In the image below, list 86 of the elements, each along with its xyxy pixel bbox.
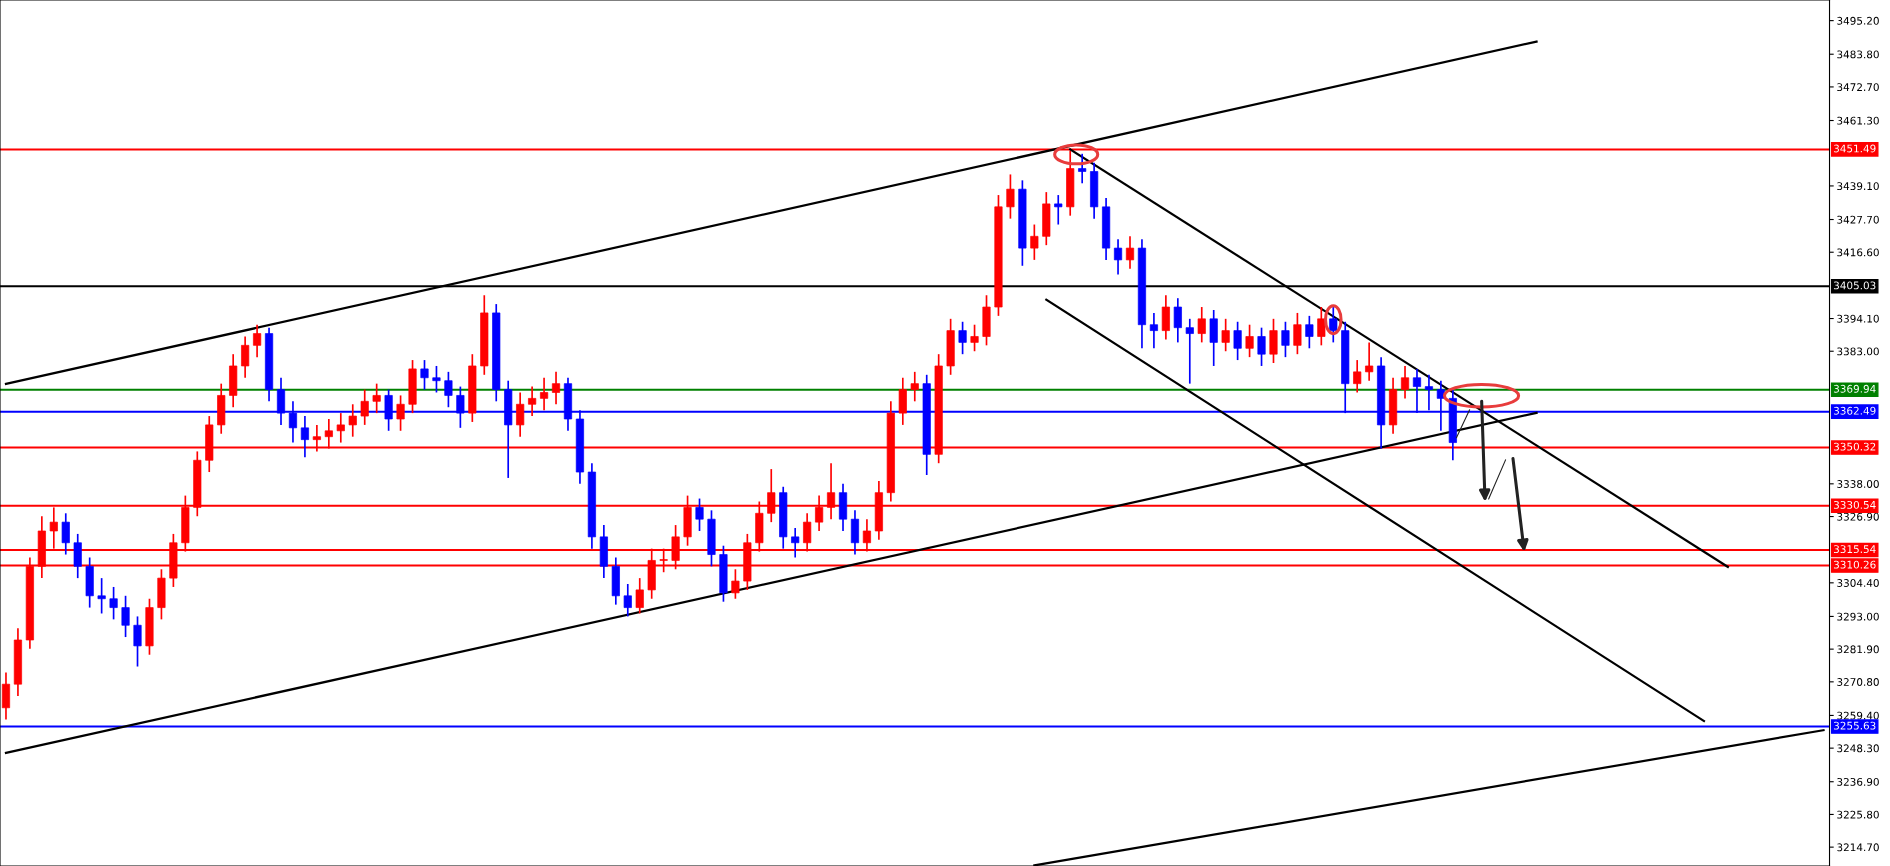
candlestick — [1269, 317, 1278, 364]
candlestick — [1353, 359, 1362, 394]
candlestick — [444, 371, 453, 409]
candlestick — [133, 615, 142, 668]
candlestick — [1400, 365, 1410, 400]
y-tick-label: 3225.80 — [1837, 810, 1879, 819]
candlestick — [528, 385, 537, 417]
candlestick — [1078, 152, 1087, 185]
ref-line-label: 3405.03 — [1833, 281, 1876, 290]
candlestick — [97, 577, 106, 615]
candlestick — [300, 415, 309, 459]
candlestick — [540, 376, 549, 411]
candlestick — [1125, 235, 1135, 270]
candlestick — [1245, 323, 1254, 358]
ref-line-label: 3255.63 — [1833, 721, 1876, 730]
candlestick — [253, 323, 262, 358]
y-tick-label: 3270.80 — [1837, 678, 1879, 686]
y-tick-label: 3483.80 — [1837, 50, 1879, 59]
candlestick — [1161, 294, 1170, 341]
candlestick — [73, 533, 82, 579]
y-tick-label: 3461.30 — [1837, 116, 1879, 125]
y-tick-label: 3495.20 — [1837, 16, 1879, 25]
candlestick — [336, 412, 345, 444]
candlestick — [420, 359, 429, 391]
candlestick — [1293, 312, 1302, 356]
candlestick — [241, 335, 250, 379]
candlestick — [958, 320, 967, 356]
candlestick — [360, 388, 369, 426]
candlestick — [791, 527, 800, 559]
candlestick — [348, 403, 357, 438]
y-tick-label: 3427.70 — [1837, 215, 1879, 224]
candlestick — [1185, 317, 1194, 385]
candlestick — [121, 594, 130, 638]
y-tick-label: 3304.40 — [1837, 579, 1879, 587]
candlestick — [970, 323, 979, 353]
candlestick — [1149, 312, 1158, 350]
candlestick — [1197, 306, 1206, 344]
y-tick-label: 3326.90 — [1837, 512, 1879, 521]
ref-line-label: 3330.54 — [1833, 500, 1876, 509]
candlestick — [551, 371, 561, 406]
ref-line-label: 3362.49 — [1833, 406, 1876, 415]
candlestick — [1030, 223, 1039, 261]
candlestick — [61, 512, 70, 556]
candlestick — [1173, 297, 1182, 344]
candlestick — [850, 509, 860, 556]
ref-line-label: 3350.32 — [1833, 442, 1876, 451]
y-tick-label: 3416.60 — [1837, 248, 1879, 257]
candlestick — [109, 586, 118, 621]
candlestick — [898, 376, 907, 426]
candlestick — [1221, 317, 1230, 353]
candlestick — [1006, 173, 1015, 220]
ref-line-label: 3451.49 — [1833, 144, 1876, 153]
candlestick — [1281, 320, 1290, 358]
y-tick-label: 3248.30 — [1837, 744, 1879, 753]
candlestick — [1365, 341, 1374, 382]
ref-line-label: 3369.94 — [1833, 384, 1876, 393]
candlestick — [396, 394, 405, 432]
y-tick-label: 3236.90 — [1837, 777, 1879, 786]
candlestick — [1113, 238, 1123, 276]
y-tick-label: 3394.10 — [1837, 314, 1879, 323]
candlestick — [635, 577, 644, 615]
candlestick — [1233, 320, 1242, 361]
candlestick — [695, 497, 704, 532]
candlestick — [1329, 306, 1338, 344]
ref-line-label: 3310.26 — [1833, 560, 1876, 569]
y-tick-label: 3439.10 — [1837, 182, 1879, 191]
candlestick — [432, 365, 441, 394]
candlestick — [1, 671, 11, 721]
candlestick — [1209, 309, 1218, 367]
candlestick — [910, 371, 919, 403]
candlestick — [623, 583, 632, 618]
candlestick — [1317, 306, 1326, 347]
y-tick-label: 3293.00 — [1837, 612, 1879, 621]
candlestick — [372, 382, 381, 414]
ref-line-label: 3315.54 — [1833, 545, 1876, 554]
candlestick — [1054, 194, 1063, 226]
y-tick-label: 3259.40 — [1837, 711, 1879, 720]
y-tick-label: 3214.70 — [1837, 843, 1879, 852]
candlestick — [1257, 326, 1266, 367]
candlestick — [516, 391, 525, 438]
y-tick-label: 3383.00 — [1837, 347, 1879, 356]
y-tick-label: 3472.70 — [1837, 83, 1879, 92]
y-tick-label: 3338.00 — [1837, 480, 1879, 488]
candlestick — [731, 568, 740, 600]
candlestick — [1305, 315, 1314, 350]
y-tick-label: 3281.90 — [1837, 645, 1879, 654]
